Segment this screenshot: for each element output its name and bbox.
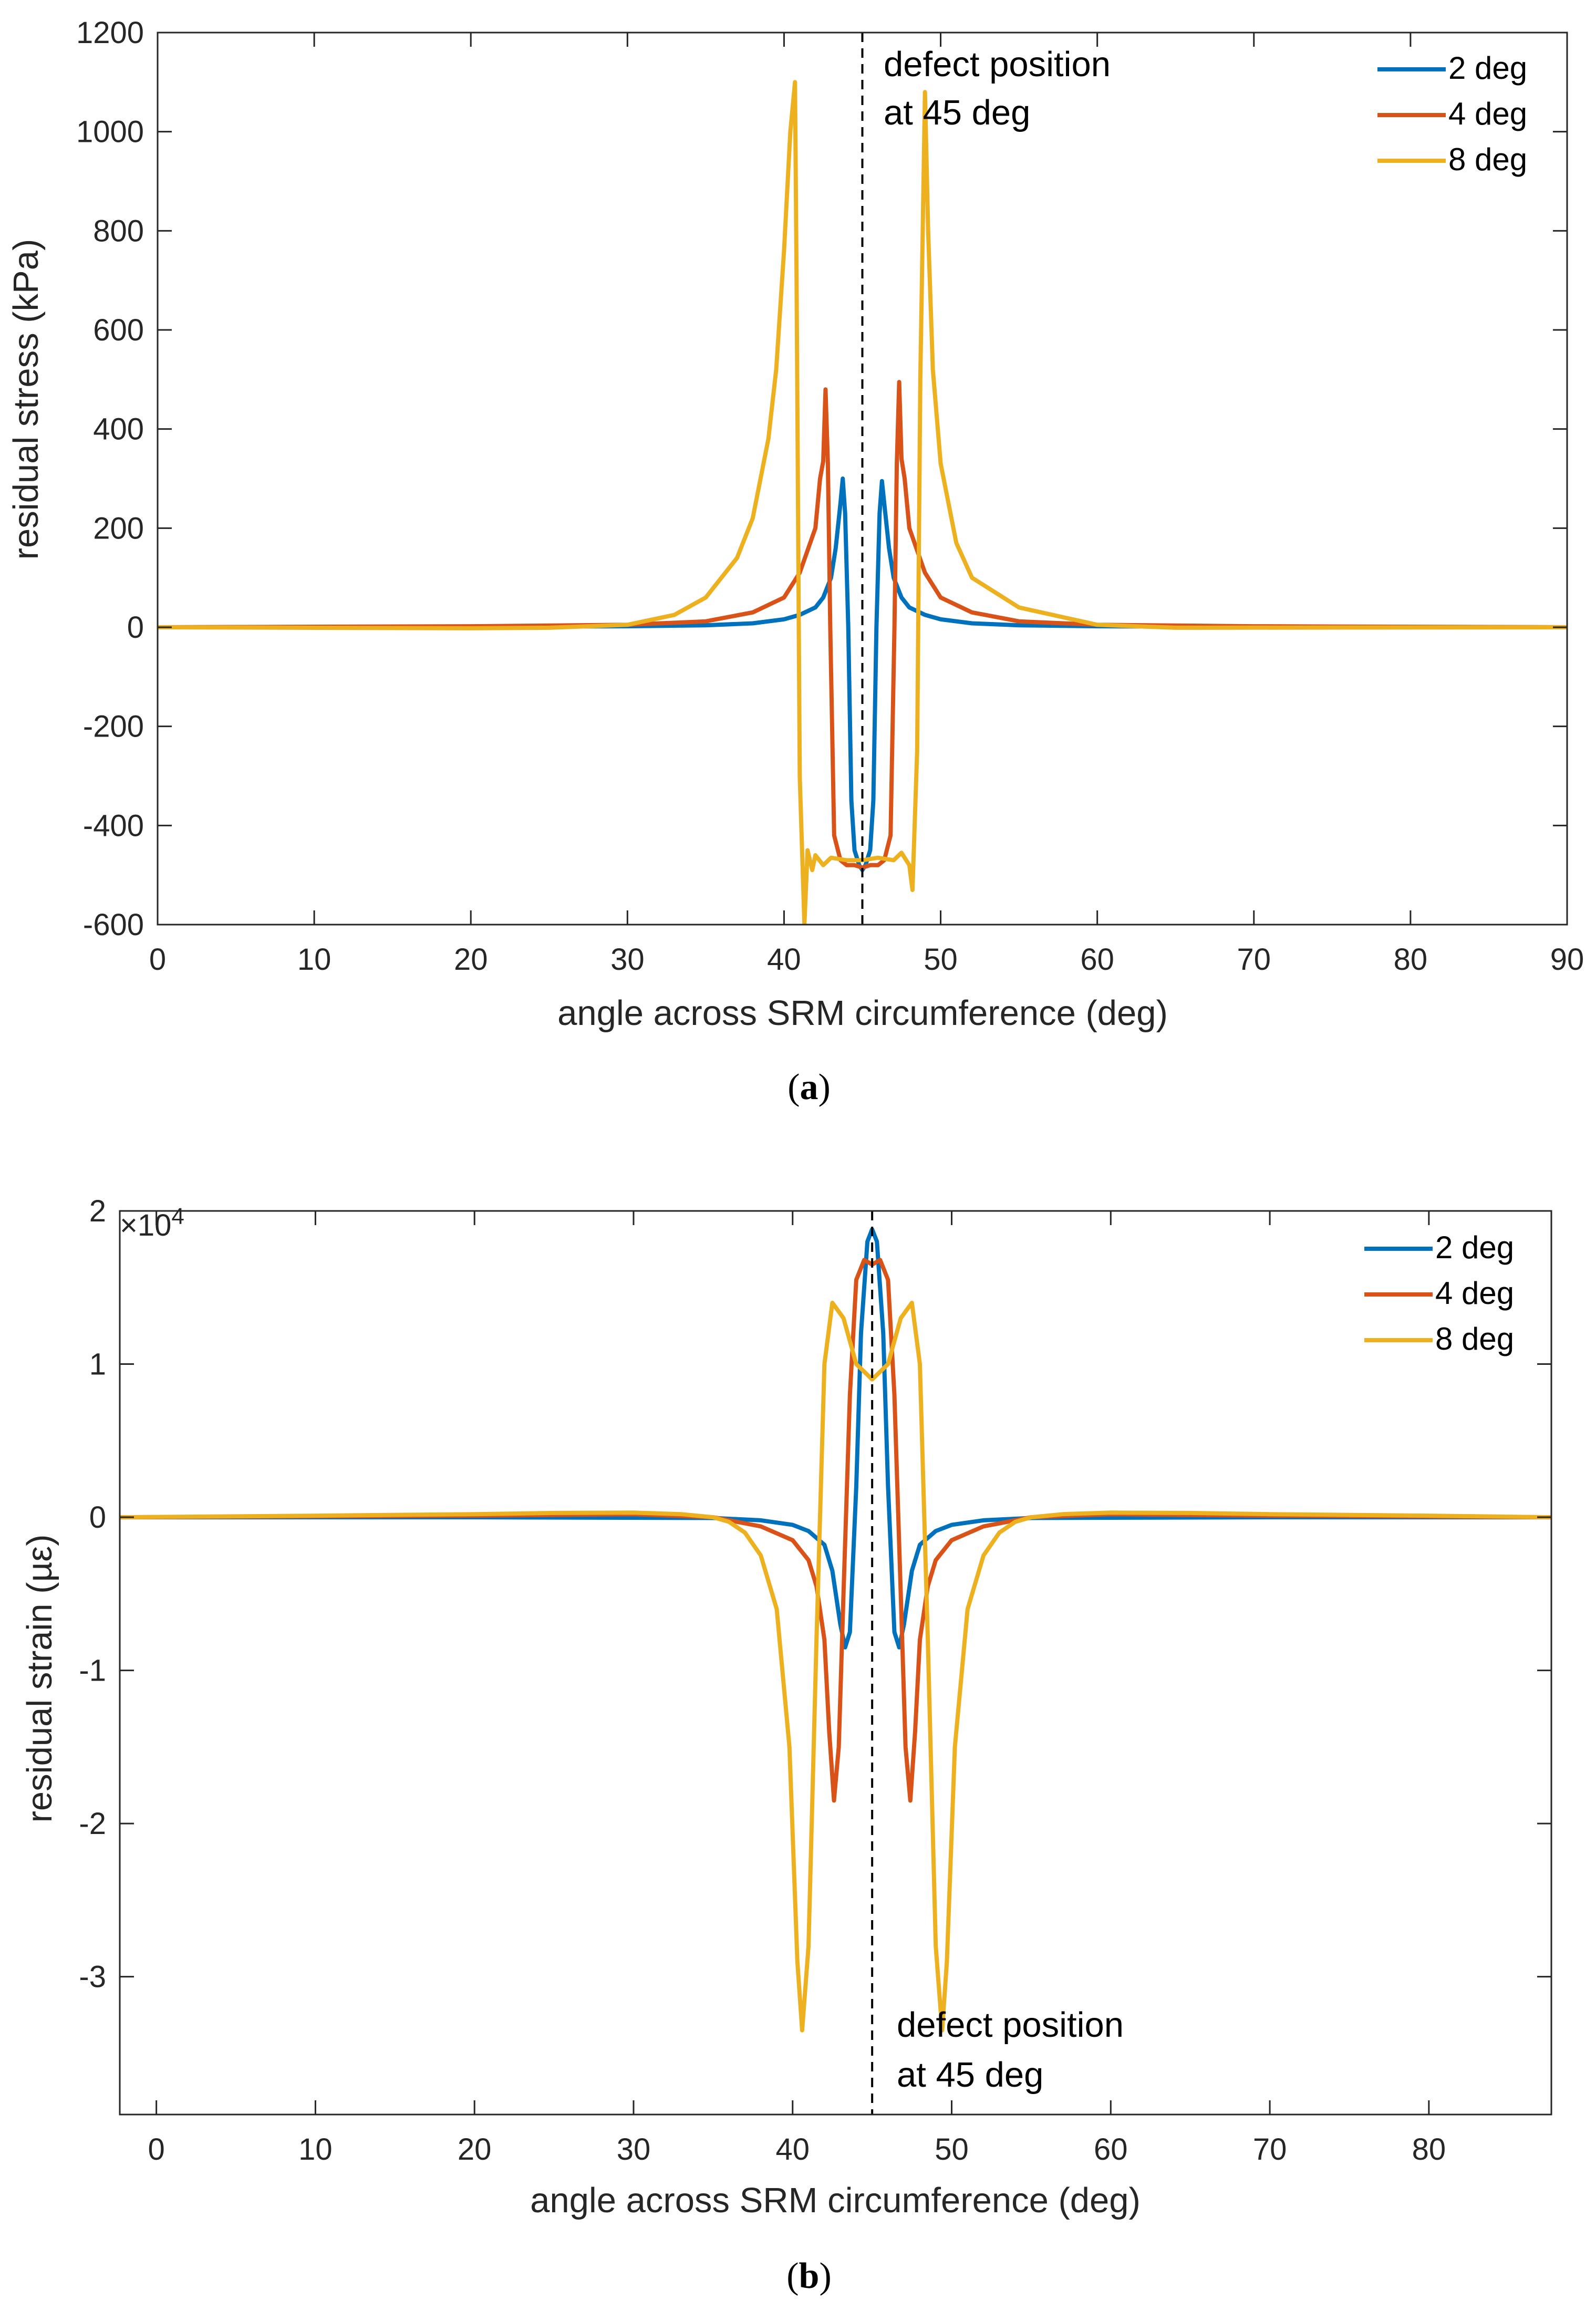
- panel-a-y-axis-label: residual stress (kPa): [6, 239, 46, 560]
- y-tick-label: 0: [127, 610, 144, 645]
- x-tick-label: 50: [935, 2132, 969, 2167]
- y-tick-label: 600: [93, 313, 144, 347]
- x-tick-label: 20: [458, 2132, 492, 2167]
- panel-a-x-ticks: 0 10 20 30 40 50 60 70 80 90: [149, 33, 1584, 977]
- y-tick-label: 1: [89, 1348, 106, 1382]
- y-tick-label: -400: [83, 809, 144, 843]
- panel-a-stress-chart: 0 10 20 30 40 50 60 70 80 90 -600 -400 -200 0 200 400 6…: [6, 16, 1584, 1107]
- y-tick-label: -1: [79, 1654, 106, 1688]
- x-tick-label: 30: [617, 2132, 651, 2167]
- x-tick-label: 60: [1080, 942, 1114, 977]
- panel-a-y-ticks: -600 -400 -200 0 200 400 600 800 1000 1200: [76, 16, 1567, 942]
- y-tick-label: -200: [83, 710, 144, 744]
- x-tick-label: 70: [1237, 942, 1271, 977]
- panel-a-x-axis-label: angle across SRM circumference (deg): [557, 993, 1168, 1033]
- x-tick-label: 20: [454, 942, 488, 977]
- series-line-2-deg: [120, 1227, 1551, 1650]
- y-tick-label: 0: [89, 1500, 106, 1535]
- panel-a-legend: 2 deg 4 deg 8 deg: [1377, 50, 1527, 177]
- y-tick-label: -3: [79, 1960, 106, 1994]
- x-tick-label: 80: [1412, 2132, 1446, 2167]
- panel-a-annotation-line2: at 45 deg: [884, 93, 1030, 132]
- panel-b-annotation-line1: defect position: [897, 2005, 1124, 2045]
- x-tick-label: 90: [1550, 942, 1584, 977]
- x-tick-label: 40: [775, 2132, 810, 2167]
- y-tick-label: 1000: [76, 115, 144, 149]
- panel-b-series-group: [120, 1227, 1551, 2033]
- y-tick-label: 200: [93, 511, 144, 545]
- x-tick-label: 0: [148, 2132, 165, 2167]
- panel-b-axes-box: [119, 1210, 1552, 2116]
- y-tick-label: 2: [89, 1194, 106, 1228]
- x-tick-label: 10: [298, 2132, 333, 2167]
- legend-label: 2 deg: [1435, 1230, 1514, 1265]
- panel-b-legend: 2 deg 4 deg 8 deg: [1364, 1230, 1514, 1356]
- legend-label: 4 deg: [1435, 1276, 1514, 1311]
- series-line-4-deg: [158, 380, 1567, 870]
- panel-b-caption: (b): [786, 2256, 832, 2296]
- y-tick-label: 400: [93, 412, 144, 447]
- panel-a-caption: (a): [787, 1067, 831, 1107]
- legend-label: 8 deg: [1448, 142, 1527, 177]
- x-tick-label: 0: [149, 942, 166, 977]
- x-tick-label: 70: [1253, 2132, 1287, 2167]
- panel-b-annotation-line2: at 45 deg: [897, 2055, 1043, 2095]
- panel-b-x-axis-label: angle across SRM circumference (deg): [530, 2181, 1141, 2220]
- x-tick-label: 40: [767, 942, 801, 977]
- y-tick-label: -2: [79, 1807, 106, 1841]
- panel-b-y-ticks: -3 -2 -1 0 1 2: [79, 1194, 1551, 1994]
- y-tick-label: -600: [83, 908, 144, 942]
- y-tick-label: 1200: [76, 16, 144, 50]
- panel-a-annotation-line1: defect position: [884, 45, 1111, 84]
- y-tick-label: 800: [93, 214, 144, 248]
- x-tick-label: 30: [610, 942, 645, 977]
- x-tick-label: 50: [924, 942, 958, 977]
- legend-label: 8 deg: [1435, 1321, 1514, 1356]
- panel-b-strain-chart: 0 10 20 30 40 50 60 70 80 -3 -2 -1 0 1 2 ×104 angle a…: [20, 1194, 1552, 2296]
- panel-a-axes-box: [157, 32, 1568, 926]
- panel-b-x-ticks: 0 10 20 30 40 50 60 70 80: [148, 1211, 1446, 2167]
- legend-label: 2 deg: [1448, 50, 1527, 86]
- series-line-4-deg: [120, 1258, 1551, 1803]
- series-line-8-deg: [158, 80, 1567, 925]
- x-tick-label: 10: [297, 942, 331, 977]
- series-line-8-deg: [120, 1300, 1551, 2033]
- x-tick-label: 60: [1094, 2132, 1128, 2167]
- x-tick-label: 80: [1394, 942, 1428, 977]
- panel-b-y-axis-label: residual strain (µε): [20, 1535, 59, 1823]
- panel-b-exponent-label: ×104: [120, 1204, 184, 1242]
- legend-label: 4 deg: [1448, 96, 1527, 131]
